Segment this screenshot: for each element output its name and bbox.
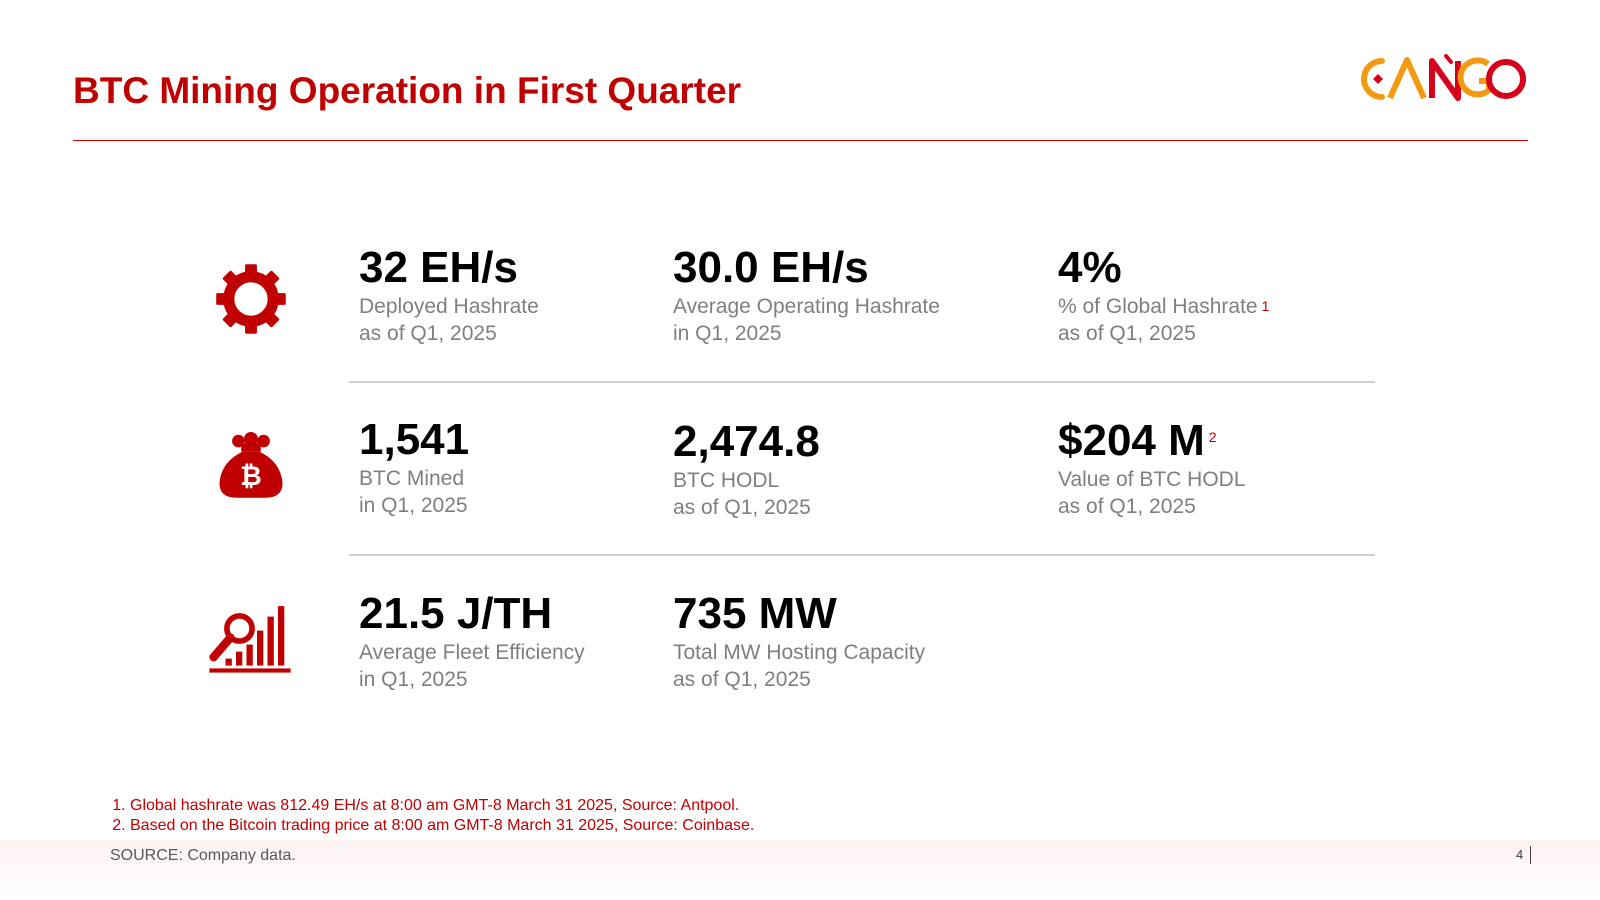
metric-period: as of Q1, 2025 <box>1058 322 1196 345</box>
metric-value: 32 EH/s <box>359 243 518 292</box>
svg-text:₿: ₿ <box>240 461 262 492</box>
metric-period: as of Q1, 2025 <box>1058 495 1196 518</box>
efficiency-chart-magnifier-icon <box>209 606 291 673</box>
footnote-marker: 2 <box>1208 429 1217 445</box>
footnotes-list: Global hashrate was 812.49 EH/s at 8:00 … <box>104 796 754 836</box>
metric-global-hashrate-share: 4% % of Global Hashrate 1 as of Q1, 2025 <box>1058 243 1269 347</box>
metric-value: 1,541 <box>359 415 470 464</box>
metric-label: Deployed Hashrate <box>359 295 539 318</box>
metric-fleet-efficiency: 21.5 J/TH Average Fleet Efficiency in Q1… <box>359 589 585 693</box>
metric-period: as of Q1, 2025 <box>359 322 497 345</box>
source-note: SOURCE: Company data. <box>110 847 296 864</box>
metric-value: 30.0 EH/s <box>673 243 869 292</box>
metric-average-operating-hashrate: 30.0 EH/s Average Operating Hashrate in … <box>673 243 940 347</box>
metric-value: 735 MW <box>673 589 837 638</box>
metric-label-with-note: % of Global Hashrate 1 <box>1058 293 1269 320</box>
metric-btc-hodl: 2,474.8 BTC HODL as of Q1, 2025 <box>673 417 820 521</box>
footer-band <box>0 840 1600 900</box>
row-divider <box>349 381 1375 383</box>
metric-label: Average Fleet Efficiency <box>359 641 585 664</box>
metric-period: in Q1, 2025 <box>359 494 468 517</box>
metric-hosting-capacity: 735 MW Total MW Hosting Capacity as of Q… <box>673 589 925 693</box>
metric-label: Total MW Hosting Capacity <box>673 641 926 664</box>
metric-period: as of Q1, 2025 <box>673 496 811 519</box>
metric-period: in Q1, 2025 <box>359 668 468 691</box>
metric-period: as of Q1, 2025 <box>673 668 811 691</box>
cango-logo <box>1361 54 1526 101</box>
metric-deployed-hashrate: 32 EH/s Deployed Hashrate as of Q1, 2025 <box>359 243 539 347</box>
page-number: 4 <box>1516 846 1532 864</box>
footnote-marker: 1 <box>1261 298 1270 314</box>
footnote: Based on the Bitcoin trading price at 8:… <box>130 816 754 836</box>
metric-label: BTC Mined <box>359 467 465 490</box>
metric-value: $204 M <box>1058 416 1205 465</box>
metric-label: Average Operating Hashrate <box>673 295 940 318</box>
metric-value: 2,474.8 <box>673 417 820 466</box>
row-divider <box>349 554 1375 556</box>
footnote: Global hashrate was 812.49 EH/s at 8:00 … <box>130 796 754 816</box>
metric-value: 21.5 J/TH <box>359 589 553 638</box>
metric-btc-mined: 1,541 BTC Mined in Q1, 2025 <box>359 415 469 519</box>
metric-label: % of Global Hashrate <box>1058 295 1258 318</box>
page-title: BTC Mining Operation in First Quarter <box>73 70 742 111</box>
metric-label: Value of BTC HODL <box>1058 468 1246 491</box>
bitcoin-money-bag-icon: ₿ <box>219 432 283 498</box>
metric-value: 4% <box>1058 243 1122 292</box>
title-divider <box>73 140 1528 141</box>
metric-period: in Q1, 2025 <box>673 322 782 345</box>
gear-icon <box>216 264 286 334</box>
metric-label: BTC HODL <box>673 469 780 492</box>
